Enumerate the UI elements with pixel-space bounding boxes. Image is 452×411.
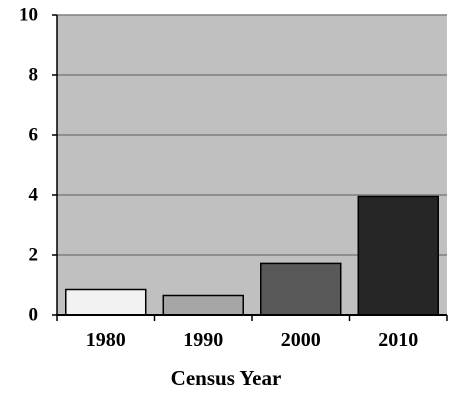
- x-tick-label: 1980: [86, 329, 126, 351]
- bar-1990: [162, 294, 244, 316]
- y-tick-label: 6: [29, 125, 39, 146]
- x-tick-label: 1990: [183, 329, 223, 351]
- bars: [65, 195, 439, 316]
- bar-1980: [65, 288, 147, 316]
- bar-2000: [260, 262, 342, 316]
- y-tick-label: 0: [29, 305, 39, 326]
- x-tick-label: 2010: [378, 329, 418, 351]
- axes: [52, 14, 448, 321]
- y-tick-label: 8: [29, 65, 39, 86]
- x-axis-title: Census Year: [170, 366, 282, 390]
- bar-2010: [357, 195, 439, 316]
- y-tick-label: 2: [29, 245, 39, 266]
- y-tick-label: 10: [19, 5, 38, 26]
- y-tick-label: 4: [29, 185, 39, 206]
- x-tick-label: 2000: [281, 329, 321, 351]
- y-tick-labels: 0 2 4 6 8 10: [19, 5, 39, 326]
- x-tick-labels: 1980 1990 2000 2010: [86, 329, 419, 351]
